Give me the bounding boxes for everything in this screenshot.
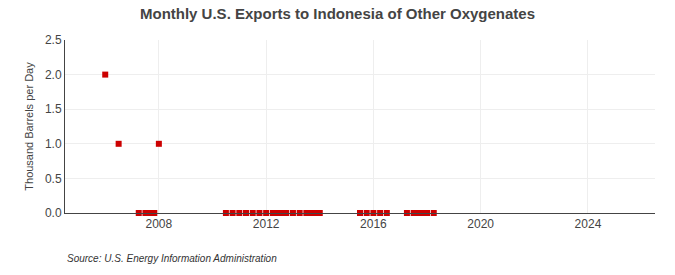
svg-text:2020: 2020 <box>467 217 494 231</box>
svg-text:2.0: 2.0 <box>45 68 62 82</box>
svg-text:1.0: 1.0 <box>45 137 62 151</box>
svg-text:Source: U.S. Energy Informatio: Source: U.S. Energy Information Administ… <box>67 253 277 264</box>
svg-text:2012: 2012 <box>253 217 280 231</box>
svg-text:2008: 2008 <box>146 217 173 231</box>
svg-text:0.0: 0.0 <box>45 206 62 220</box>
svg-text:1.5: 1.5 <box>45 102 62 116</box>
svg-text:2024: 2024 <box>575 217 602 231</box>
svg-text:2.5: 2.5 <box>45 33 62 47</box>
svg-text:Monthly U.S. Exports to Indone: Monthly U.S. Exports to Indonesia of Oth… <box>140 5 535 22</box>
svg-text:2016: 2016 <box>360 217 387 231</box>
svg-text:0.5: 0.5 <box>45 172 62 186</box>
svg-text:Thousand Barrels per Day: Thousand Barrels per Day <box>23 62 35 191</box>
